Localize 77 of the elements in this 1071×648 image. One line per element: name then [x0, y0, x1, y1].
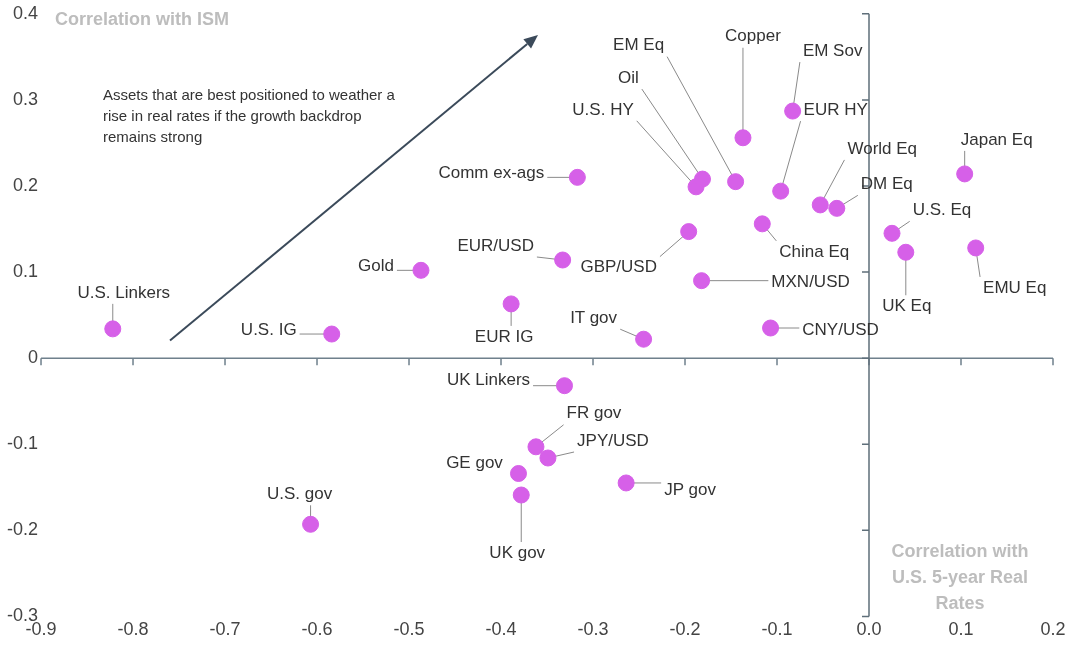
point — [762, 319, 780, 337]
annotation: Oil — [618, 67, 639, 87]
x-tick-label: 0.2 — [1040, 619, 1066, 640]
annotation: China Eq — [779, 241, 850, 261]
annotation: Assets that are best positioned to weather a rise in real rates if the growth backdrop remains strong — [103, 85, 396, 145]
point — [527, 438, 545, 456]
x-tick-label: -0.1 — [761, 619, 793, 640]
point — [784, 102, 802, 120]
point — [727, 173, 745, 191]
y-tick-label: 0.2 — [12, 174, 39, 195]
x-tick-label: 0.1 — [948, 619, 974, 640]
annotation: EUR/USD — [457, 235, 534, 255]
x-tick-label: -0.2 — [669, 619, 701, 640]
x-tick-label: -0.3 — [577, 619, 609, 640]
x-tick-label: -0.8 — [117, 619, 149, 640]
annotation: Copper — [725, 26, 782, 46]
annotation: EM Eq — [613, 35, 665, 55]
annotation: JPY/USD — [577, 430, 649, 450]
annotation: U.S. gov — [266, 483, 333, 503]
annotation: EUR IG — [474, 326, 534, 346]
annotation: Japan Eq — [960, 129, 1033, 149]
annotation: GBP/USD — [580, 257, 657, 277]
annotation: EUR HY — [803, 99, 868, 119]
annotation: U.S. IG — [240, 319, 297, 339]
point — [693, 272, 711, 290]
annotation: GE gov — [446, 453, 504, 473]
point — [323, 325, 341, 343]
point — [693, 170, 711, 188]
y-tick-label: -0.1 — [6, 433, 39, 454]
annotation: EMU Eq — [983, 277, 1047, 297]
annotation: Comm ex-ags — [438, 163, 545, 183]
annotation: UK Linkers — [446, 370, 531, 390]
annotation: EM Sov — [802, 40, 863, 60]
annotation: JP gov — [664, 479, 717, 499]
y-tick-label: 0.4 — [12, 2, 39, 23]
x-tick-label: -0.5 — [393, 619, 425, 640]
point — [554, 251, 572, 269]
point — [734, 129, 752, 147]
x-tick-label: -0.6 — [301, 619, 333, 640]
point — [772, 182, 790, 200]
annotation: Gold — [358, 256, 394, 276]
annotation: U.S. Linkers — [77, 282, 171, 302]
point — [883, 224, 901, 242]
point — [512, 486, 530, 504]
y-tick-label: 0 — [28, 347, 39, 368]
point — [568, 168, 586, 186]
point — [680, 223, 698, 241]
annotation: U.S. Eq — [912, 200, 972, 220]
point — [104, 320, 122, 338]
point — [509, 465, 527, 482]
point — [811, 196, 829, 214]
x-tick-label: -0.4 — [485, 619, 517, 640]
point — [412, 261, 430, 279]
annotation: MXN/USD — [771, 272, 850, 292]
point — [753, 215, 771, 233]
y-tick-label: 0.3 — [12, 88, 39, 109]
point — [302, 515, 320, 533]
annotation: UK Eq — [882, 295, 932, 315]
point — [956, 165, 974, 183]
x-tick-label: -0.7 — [209, 619, 241, 640]
annotation: IT gov — [570, 307, 618, 327]
point — [555, 377, 573, 395]
point — [539, 449, 557, 467]
y-tick-label: -0.2 — [6, 519, 39, 540]
y-tick-label: 0.1 — [12, 261, 39, 282]
point — [897, 243, 915, 261]
point — [617, 474, 635, 492]
annotation: UK gov — [489, 542, 546, 562]
annotation: FR gov — [566, 403, 622, 423]
point — [828, 199, 846, 217]
annotation: U.S. HY — [572, 99, 634, 119]
point — [502, 295, 520, 313]
x-tick-label: 0.0 — [856, 619, 882, 640]
y-axis-title: Correlation with ISM — [55, 8, 230, 29]
point — [967, 239, 985, 257]
point — [635, 330, 653, 348]
x-axis-title: Correlation with U.S. 5-year Real Rates — [891, 541, 1029, 614]
